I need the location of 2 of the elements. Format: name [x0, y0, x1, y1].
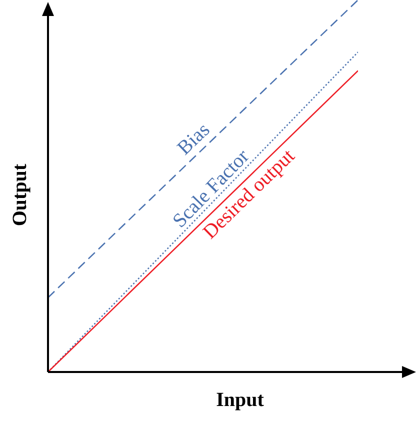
y-axis-title: Output [9, 164, 31, 226]
x-axis-title: Input [216, 389, 264, 411]
